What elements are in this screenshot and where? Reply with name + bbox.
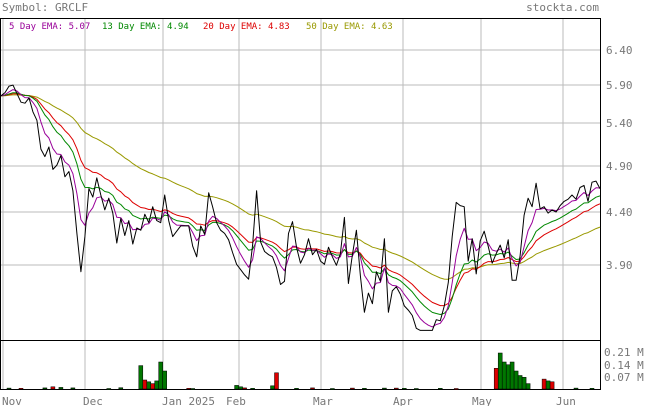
volume-bar: [50, 386, 56, 390]
x-tick-label: Feb: [226, 395, 246, 406]
volume-bar: [382, 387, 387, 390]
volume-bar: [589, 388, 595, 390]
ema13-line: [0, 92, 601, 315]
ema5-line: [0, 89, 601, 328]
volume-bar: [242, 387, 247, 390]
volume-bar: [238, 386, 243, 390]
volume-bar: [541, 378, 547, 390]
x-tick-label: Nov: [2, 395, 22, 406]
x-tick-label: May: [472, 395, 492, 406]
y-tick-label: 6.40: [606, 44, 633, 57]
volume-bar: [549, 381, 555, 390]
volume-panel: [0, 340, 601, 390]
price-line: [0, 84, 601, 331]
volume-bar: [497, 352, 503, 390]
x-tick-label: Mar: [313, 395, 333, 406]
volume-bar: [250, 388, 255, 390]
ema50-line: [0, 94, 601, 280]
legend-ema20: 20 Day EMA: 4.83: [203, 22, 290, 32]
volume-bar: [573, 387, 579, 390]
volume-bar: [453, 388, 459, 390]
volume-bar: [513, 370, 519, 390]
y-tick-label: 4.90: [606, 160, 633, 173]
volume-bar: [517, 375, 523, 390]
vol-tick-label: 0.21 M: [604, 346, 644, 359]
volume-bar: [42, 387, 48, 390]
volume-bar: [70, 387, 76, 390]
volume-bar: [310, 387, 315, 390]
volume-bar: [294, 388, 299, 390]
volume-bar: [414, 388, 419, 390]
legend: 5 Day EMA: 5.07 13 Day EMA: 4.94 20 Day …: [9, 22, 393, 32]
legend-ema5: 5 Day EMA: 5.07: [9, 22, 90, 32]
volume-bar: [330, 388, 335, 390]
vol-tick-label: 0.07 M: [604, 371, 644, 384]
volume-bar: [509, 361, 515, 390]
volume-bar: [6, 387, 12, 390]
x-tick-label: Jun: [556, 395, 576, 406]
volume-bar: [350, 387, 355, 390]
volume-bar: [394, 387, 399, 390]
volume-bar: [545, 380, 551, 390]
volume-bar: [146, 381, 152, 390]
volume-bar: [505, 364, 511, 390]
volume-bar: [362, 388, 367, 390]
volume-bar: [438, 388, 443, 390]
x-tick-label: Apr: [393, 395, 413, 406]
legend-ema50: 50 Day EMA: 4.63: [306, 22, 393, 32]
symbol-label: Symbol: GRCLF: [2, 1, 88, 14]
x-tick-label: Dec: [83, 395, 103, 406]
volume-bar: [118, 387, 124, 390]
volume-bar: [525, 383, 531, 390]
volume-bar: [190, 388, 195, 390]
x-tick-label: Jan 2025: [162, 395, 215, 406]
volume-bar: [270, 385, 275, 390]
y-tick-label: 3.90: [606, 259, 633, 272]
volume-bars: [6, 352, 595, 390]
legend-ema13: 13 Day EMA: 4.94: [102, 22, 189, 32]
gridlines: [1, 19, 600, 389]
volume-bar: [18, 388, 24, 390]
ema20-line: [0, 93, 601, 307]
volume-bar: [150, 383, 155, 390]
vol-tick-label: 0.14 M: [604, 359, 644, 372]
volume-bar: [274, 372, 279, 390]
volume-bar: [186, 388, 191, 390]
volume-bar: [234, 385, 239, 390]
price-lines: [0, 84, 601, 331]
y-tick-label: 5.40: [606, 117, 633, 130]
volume-bar: [158, 361, 163, 390]
volume-bar: [58, 387, 64, 390]
y-tick-label: 5.90: [606, 79, 633, 92]
site-label: stockta.com: [526, 1, 599, 14]
volume-bar: [138, 365, 144, 390]
price-panel: [0, 18, 601, 341]
x-axis: Nov Dec Jan 2025 Feb Mar Apr May Jun: [2, 395, 576, 406]
volume-bar: [493, 368, 499, 390]
volume-bar: [501, 361, 507, 390]
volume-bar: [162, 370, 167, 390]
volume-bar: [154, 380, 159, 390]
volume-axis: 0.21 M 0.14 M 0.07 M: [604, 346, 644, 384]
volume-bar: [402, 388, 407, 390]
volume-bar: [521, 377, 527, 390]
volume-bar: [142, 379, 148, 390]
volume-bar: [106, 388, 112, 390]
y-tick-label: 4.40: [606, 206, 633, 219]
price-axis: 6.40 5.90 5.40 4.90 4.40 3.90: [606, 44, 633, 272]
